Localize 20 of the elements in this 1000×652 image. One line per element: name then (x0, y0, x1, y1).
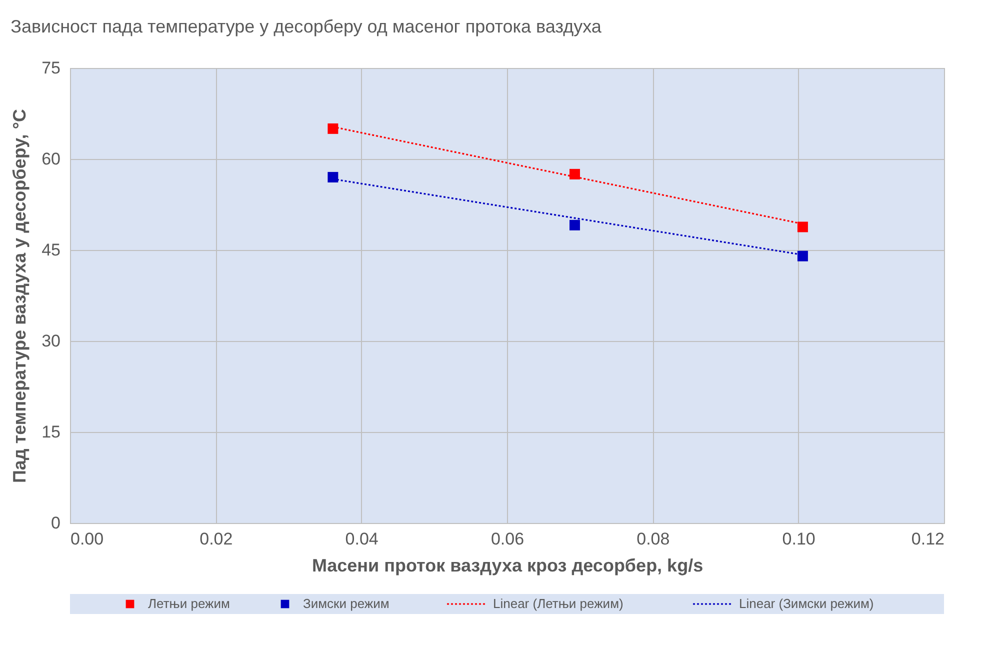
x-tick-label: 0.10 (782, 530, 816, 548)
y-tick-label: 60 (42, 150, 60, 168)
y-tick-label: 15 (42, 422, 60, 442)
x-tick-label: 0.04 (345, 530, 378, 548)
y-tick-label: 0 (51, 514, 60, 532)
x-tick-label: 0.12 (911, 530, 944, 548)
y-tick-label: 45 (42, 240, 60, 260)
x-axis-title: Масени проток ваздуха кроз десорбер, kg/s (312, 556, 704, 576)
legend-label: Зимски режим (303, 596, 390, 611)
x-tick-label: 0.02 (200, 530, 233, 548)
y-tick-label: 75 (42, 58, 60, 78)
x-tick-label: 0.06 (490, 530, 524, 548)
y-tick-label: 30 (42, 332, 60, 350)
legend-label: Linear (Зимски режим) (739, 596, 874, 611)
legend-label: Летњи режим (148, 596, 230, 611)
chart-title: Зависност пада температуре у десорберу од масеног протока ваздуха (10, 16, 602, 36)
x-tick-label: 0.08 (636, 530, 670, 548)
y-axis-title: Пад температуре ваздуха у десорберу, °C (10, 108, 30, 484)
legend-label: Linear (Летњи режим) (493, 596, 624, 611)
x-tick-label: 0.00 (70, 530, 104, 548)
